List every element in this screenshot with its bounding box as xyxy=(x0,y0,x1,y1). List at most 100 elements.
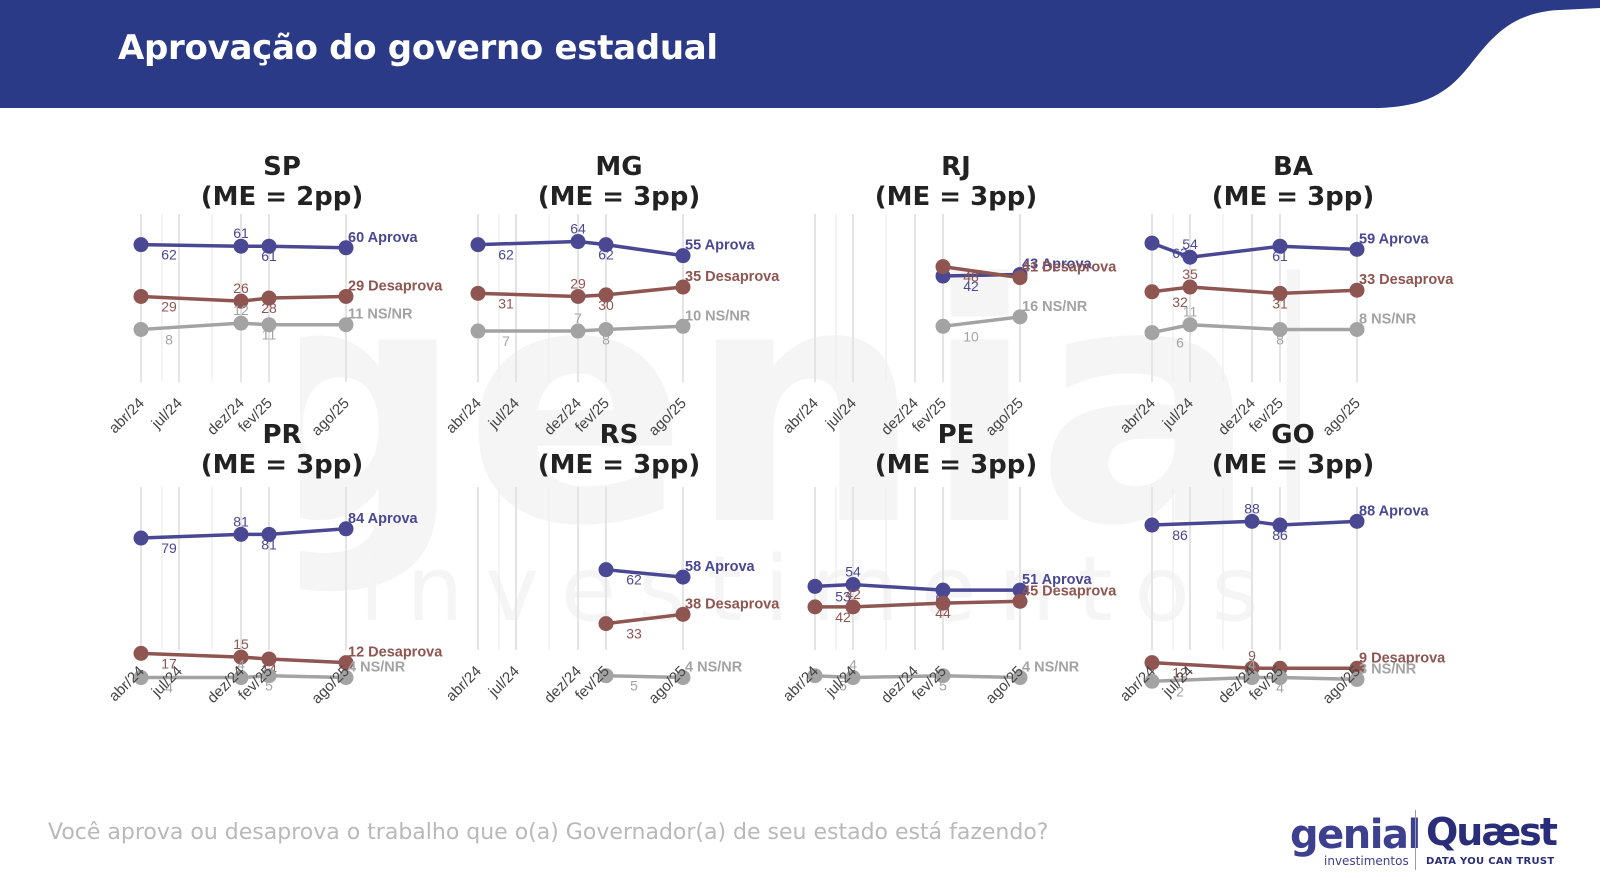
margin-of-error: (ME = 2pp) xyxy=(200,182,364,212)
data-point-aprova xyxy=(1182,249,1198,265)
data-point-nsnr xyxy=(1272,670,1288,686)
panel-title: BA (ME = 3pp) xyxy=(1123,152,1463,212)
data-label: 4 xyxy=(849,657,857,673)
panel-title: PE (ME = 3pp) xyxy=(786,420,1126,480)
data-label: 88 xyxy=(1244,500,1260,516)
data-point-nsnr xyxy=(133,670,149,686)
data-point-aprova xyxy=(1244,513,1260,529)
data-point-aprova xyxy=(133,530,149,546)
series-line-aprova xyxy=(140,527,347,540)
end-label: 60 Aprova xyxy=(348,230,419,246)
quaest-logo-sub: DATA YOU CAN TRUST xyxy=(1426,856,1555,867)
panel-ba: BA (ME = 3pp) 63 54 61 59 Aprova 32 35 31 33 Desa… xyxy=(1117,152,1463,452)
data-label: 35 xyxy=(1182,266,1198,282)
data-label: 26 xyxy=(233,280,249,296)
margin-of-error: (ME = 3pp) xyxy=(1211,182,1375,212)
series-line-aprova xyxy=(140,242,347,250)
data-label: 31 xyxy=(498,295,514,311)
data-point-desaprova xyxy=(598,287,614,303)
data-point-desaprova xyxy=(807,599,823,615)
end-label: 59 Aprova xyxy=(1359,231,1430,247)
end-label: 45 Desaprova xyxy=(1022,583,1117,599)
end-label: 58 Aprova xyxy=(685,559,756,575)
data-label: 42 xyxy=(835,609,851,625)
series-line-desaprova xyxy=(1151,660,1357,671)
series-line-desaprova xyxy=(815,599,1021,609)
panel-title: MG (ME = 3pp) xyxy=(449,152,789,212)
data-point-desaprova xyxy=(1012,270,1028,286)
data-label: 5 xyxy=(630,678,638,694)
series-line-aprova xyxy=(1151,241,1358,259)
data-label: 11 xyxy=(1183,304,1198,320)
data-point-aprova xyxy=(1349,241,1365,257)
data-point-desaprova xyxy=(133,288,149,304)
data-label: 28 xyxy=(261,300,277,316)
data-point-desaprova xyxy=(1349,282,1365,298)
series-line-desaprova xyxy=(140,294,347,303)
end-label: 29 Desaprova xyxy=(348,278,443,294)
survey-question: Você aprova ou desaprova o trabalho que … xyxy=(48,820,1049,845)
data-label: 8 xyxy=(165,331,173,347)
data-point-nsnr xyxy=(1182,317,1198,333)
data-label: 32 xyxy=(1172,294,1188,310)
series-line-nsnr xyxy=(605,673,684,680)
data-point-nsnr xyxy=(1012,309,1028,325)
data-label: 5 xyxy=(939,678,947,694)
series-line-desaprova xyxy=(140,651,347,665)
end-label: 9 Desaprova xyxy=(1359,650,1446,666)
data-point-aprova xyxy=(598,562,614,578)
data-point-nsnr xyxy=(261,317,277,333)
margin-of-error: (ME = 3pp) xyxy=(874,182,1038,212)
data-label: 10 xyxy=(963,328,979,344)
data-point-nsnr xyxy=(338,317,354,333)
series-line-nsnr xyxy=(942,315,1021,329)
data-label: 9 xyxy=(1248,647,1256,663)
data-label: 8 xyxy=(1276,331,1284,347)
data-point-aprova xyxy=(675,569,691,585)
data-label: 12 xyxy=(1172,665,1188,681)
data-label: 12 xyxy=(233,302,249,318)
data-label: 4 xyxy=(1248,657,1256,673)
series-line-aprova xyxy=(477,239,684,258)
data-point-aprova xyxy=(845,577,861,593)
data-point-nsnr xyxy=(1012,670,1028,686)
end-label: 84 Aprova xyxy=(348,511,419,527)
state-name: SP xyxy=(263,152,301,182)
data-point-desaprova xyxy=(1144,655,1160,671)
data-point-nsnr xyxy=(338,670,354,686)
data-point-desaprova xyxy=(470,285,486,301)
series-line-desaprova xyxy=(1151,285,1358,296)
state-name: PR xyxy=(262,420,302,450)
data-label: 5 xyxy=(839,678,847,694)
data-point-aprova xyxy=(261,526,277,542)
data-point-desaprova xyxy=(338,288,354,304)
data-point-desaprova xyxy=(233,293,249,309)
state-name: GO xyxy=(1271,420,1315,450)
end-label: 3 NS/NR xyxy=(1359,661,1417,677)
end-label: 4 NS/NR xyxy=(1022,660,1080,676)
data-label: 2 xyxy=(1176,683,1184,699)
data-label: 54 xyxy=(845,564,861,580)
series-line-aprova xyxy=(1151,519,1358,527)
data-point-nsnr xyxy=(807,668,823,684)
panel-mg: MG (ME = 3pp) 62 64 62 55 Aprova 31 29 30 35 Desa… xyxy=(443,152,789,452)
panel-title: RS (ME = 3pp) xyxy=(449,420,789,480)
data-point-desaprova xyxy=(261,651,277,667)
data-label: 64 xyxy=(570,221,586,237)
data-point-nsnr xyxy=(1349,321,1365,337)
genial-logo-sub: investimentos xyxy=(1324,854,1409,868)
data-label: 86 xyxy=(1172,527,1188,543)
series-line-aprova xyxy=(814,582,1020,592)
data-point-desaprova xyxy=(935,259,951,275)
data-point-aprova xyxy=(570,234,586,250)
data-point-aprova xyxy=(133,237,149,253)
end-label: 4 NS/NR xyxy=(348,660,406,676)
data-label: 62 xyxy=(498,247,514,263)
x-tick-label: jul/24 xyxy=(485,663,523,701)
data-point-aprova xyxy=(1272,238,1288,254)
